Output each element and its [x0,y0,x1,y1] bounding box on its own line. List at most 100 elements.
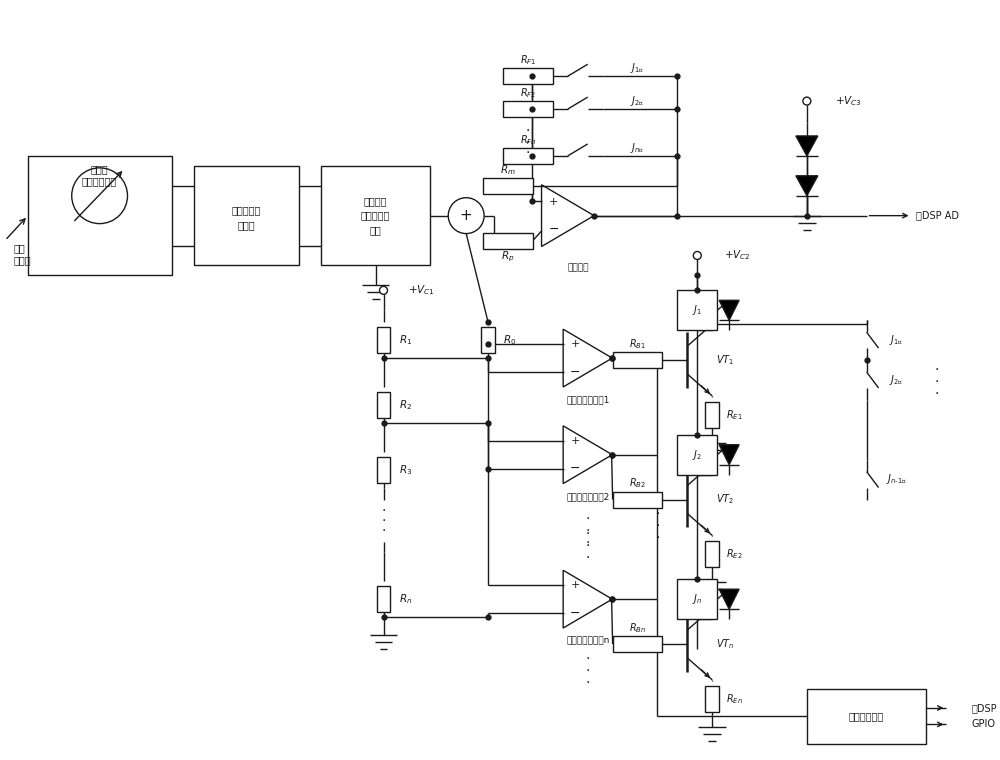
Bar [377,328,390,353]
Text: $J_{1\text{开}}$: $J_{1\text{开}}$ [630,62,645,75]
Text: 正弦有效值: 正弦有效值 [361,211,390,220]
Text: 集成运放: 集成运放 [567,263,589,272]
Bar [377,586,390,612]
Text: $R_3$: $R_3$ [399,463,412,477]
Text: $R_{F2}$: $R_{F2}$ [520,86,536,100]
Text: 交流小信号: 交流小信号 [231,206,261,216]
Bar [377,392,390,418]
Text: $R_{B2}$: $R_{B2}$ [629,477,646,490]
Text: $R_2$: $R_2$ [399,398,412,412]
Text: $VT_n$: $VT_n$ [716,637,734,651]
Text: $J_n$: $J_n$ [692,592,702,606]
Text: ·: · [381,524,386,538]
Bar [481,328,495,353]
Text: $R_{E2}$: $R_{E2}$ [726,547,742,561]
Text: $J_{n\text{-1闭}}$: $J_{n\text{-1闭}}$ [886,473,907,486]
Text: ·: · [934,375,939,389]
Text: ·: · [526,136,530,150]
Text: +: + [549,197,558,207]
Text: ·: · [586,652,590,666]
Text: $R_p$: $R_p$ [501,249,515,264]
Text: 被測: 被測 [14,243,26,254]
Bar [677,579,717,619]
Text: 集成电压比较器2: 集成电压比较器2 [566,492,609,501]
Bar [807,689,926,743]
Circle shape [803,97,811,105]
Text: $+V_{C1}$: $+V_{C1}$ [408,283,435,297]
Bar [503,101,553,117]
Polygon shape [719,589,739,609]
Text: $J_{2\text{开}}$: $J_{2\text{开}}$ [630,94,645,108]
Polygon shape [719,445,739,464]
Text: ·: · [526,124,530,138]
Bar [483,233,533,249]
Text: +: + [570,339,580,349]
Bar [613,352,662,368]
Text: $R_{B1}$: $R_{B1}$ [629,337,646,351]
Text: $J_{1\text{闭}}$: $J_{1\text{闭}}$ [889,334,904,347]
Text: ·: · [586,527,590,541]
Text: ·: · [381,515,386,528]
Polygon shape [719,300,739,320]
Bar [503,68,553,84]
Text: 接DSP: 接DSP [971,703,997,713]
Text: −: − [570,606,580,619]
Circle shape [380,287,387,294]
Text: $R_{E1}$: $R_{E1}$ [726,408,742,422]
Text: 漏電流傳感器: 漏電流傳感器 [82,176,117,185]
Text: 电路: 电路 [370,226,381,236]
Bar [705,402,719,428]
Bar [321,166,430,265]
Bar [503,148,553,164]
Text: 零磁通: 零磁通 [91,164,108,174]
Text: ·: · [586,524,590,538]
Text: 接DSP AD: 接DSP AD [916,211,959,220]
Text: $J_1$: $J_1$ [692,303,702,317]
Text: +: + [570,580,580,591]
Text: 集成电压比较器n: 集成电压比较器n [566,636,609,645]
Text: $R_n$: $R_n$ [399,592,412,606]
Text: $R_{En}$: $R_{En}$ [726,692,743,705]
Text: ·: · [381,505,386,518]
Text: $R_{Fn}$: $R_{Fn}$ [520,133,536,147]
Text: ·: · [526,146,530,160]
Bar [28,156,172,275]
Bar [705,686,719,711]
Text: 全波整流: 全波整流 [364,195,387,206]
Text: $R_1$: $R_1$ [399,333,412,347]
Bar [194,166,299,265]
Bar [377,457,390,483]
Text: ·: · [586,540,590,553]
Text: −: − [548,223,559,236]
Text: −: − [570,462,580,475]
Text: $R_{F1}$: $R_{F1}$ [520,53,536,67]
Text: GPIO: GPIO [971,720,995,730]
Bar [705,541,719,567]
Text: ·: · [655,519,660,534]
Text: $J_{2\text{闭}}$: $J_{2\text{闭}}$ [889,373,904,387]
Text: $+V_{C3}$: $+V_{C3}$ [835,94,862,108]
Text: +: + [570,435,580,446]
Text: ·: · [586,664,590,678]
Text: −: − [570,366,580,378]
Text: $R_m$: $R_m$ [500,163,516,177]
Text: ·: · [934,387,939,401]
Text: ·: · [655,531,660,546]
Circle shape [693,252,701,259]
Text: $VT_1$: $VT_1$ [716,353,734,367]
Text: $VT_2$: $VT_2$ [716,492,734,506]
Text: ·: · [586,676,590,690]
Text: $R_0$: $R_0$ [503,333,517,347]
Bar [677,435,717,475]
Text: ·: · [586,551,590,565]
Text: $+V_{C2}$: $+V_{C2}$ [724,249,750,262]
Text: $J_2$: $J_2$ [692,448,702,462]
Text: 放大器: 放大器 [237,220,255,230]
Text: ·: · [934,363,939,377]
Text: ·: · [655,508,660,521]
Bar [613,492,662,508]
Text: ·: · [586,512,590,527]
Polygon shape [796,136,818,156]
Text: 电平转换电路: 电平转换电路 [849,711,884,721]
Text: $R_{Bn}$: $R_{Bn}$ [629,621,646,635]
